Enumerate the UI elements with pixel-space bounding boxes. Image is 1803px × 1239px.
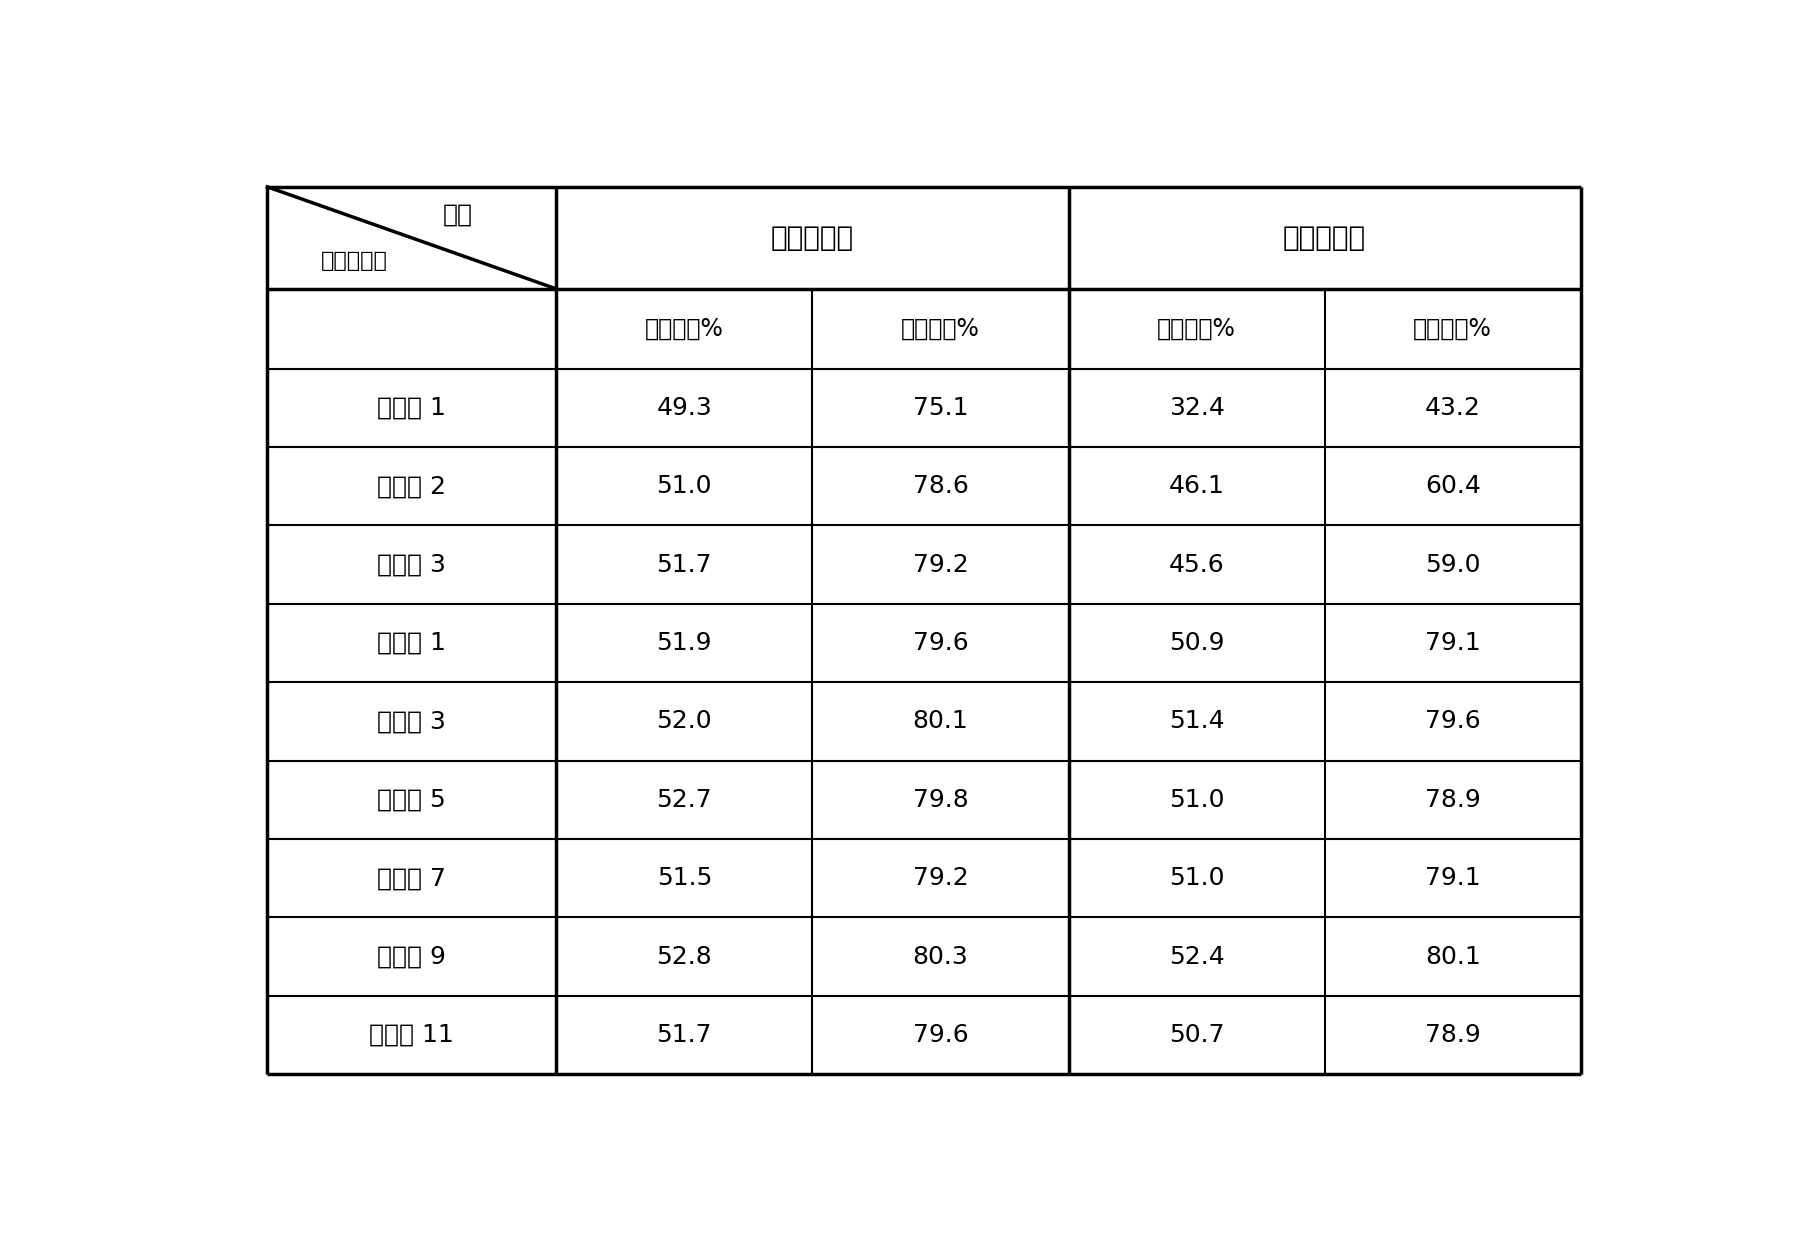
Text: 52.0: 52.0 <box>656 710 712 733</box>
Text: 比较例 1: 比较例 1 <box>377 396 445 420</box>
Text: 51.0: 51.0 <box>1168 788 1224 812</box>
Text: 51.7: 51.7 <box>656 1023 712 1047</box>
Text: 质量收率%: 质量收率% <box>1158 317 1237 341</box>
Text: 51.0: 51.0 <box>656 475 712 498</box>
Text: 79.1: 79.1 <box>1424 631 1480 655</box>
Text: 78.9: 78.9 <box>1424 788 1480 812</box>
Text: 比较例 3: 比较例 3 <box>377 553 445 576</box>
Text: 实施例 7: 实施例 7 <box>377 866 445 890</box>
Text: 80.3: 80.3 <box>912 944 968 969</box>
Text: 摩尔收率%: 摩尔收率% <box>1414 317 1493 341</box>
Text: 80.1: 80.1 <box>912 710 968 733</box>
Text: 项目: 项目 <box>444 202 472 227</box>
Text: 51.4: 51.4 <box>1168 710 1224 733</box>
Text: 50.9: 50.9 <box>1168 631 1224 655</box>
Text: 80.1: 80.1 <box>1424 944 1480 969</box>
Text: 实施例 3: 实施例 3 <box>377 710 445 733</box>
Text: 75.1: 75.1 <box>912 396 968 420</box>
Text: 51.9: 51.9 <box>656 631 712 655</box>
Text: 52.8: 52.8 <box>656 944 712 969</box>
Text: 第一次使用: 第一次使用 <box>772 224 855 252</box>
Text: 49.3: 49.3 <box>656 396 712 420</box>
Text: 50.7: 50.7 <box>1168 1023 1224 1047</box>
Text: 60.4: 60.4 <box>1424 475 1480 498</box>
Text: 51.5: 51.5 <box>656 866 712 890</box>
Text: 质量收率%: 质量收率% <box>645 317 723 341</box>
Text: 79.6: 79.6 <box>912 1023 968 1047</box>
Text: 第二次使用: 第二次使用 <box>1284 224 1367 252</box>
Text: 79.6: 79.6 <box>912 631 968 655</box>
Text: 45.6: 45.6 <box>1168 553 1224 576</box>
Text: 实施例 1: 实施例 1 <box>377 631 445 655</box>
Text: 79.6: 79.6 <box>1424 710 1480 733</box>
Text: 32.4: 32.4 <box>1168 396 1224 420</box>
Text: 78.9: 78.9 <box>1424 1023 1480 1047</box>
Text: 46.1: 46.1 <box>1168 475 1224 498</box>
Text: 52.7: 52.7 <box>656 788 712 812</box>
Text: 比较例 2: 比较例 2 <box>377 475 447 498</box>
Text: 59.0: 59.0 <box>1424 553 1480 576</box>
Text: 实施例 5: 实施例 5 <box>377 788 445 812</box>
Text: 79.1: 79.1 <box>1424 866 1480 890</box>
Text: 催化剑样品: 催化剑样品 <box>321 252 388 271</box>
Text: 摩尔收率%: 摩尔收率% <box>902 317 979 341</box>
Text: 52.4: 52.4 <box>1168 944 1224 969</box>
Text: 79.2: 79.2 <box>912 553 968 576</box>
Text: 43.2: 43.2 <box>1424 396 1480 420</box>
Text: 79.2: 79.2 <box>912 866 968 890</box>
Text: 实施例 11: 实施例 11 <box>370 1023 454 1047</box>
Text: 51.0: 51.0 <box>1168 866 1224 890</box>
Text: 79.8: 79.8 <box>912 788 968 812</box>
Text: 51.7: 51.7 <box>656 553 712 576</box>
Text: 78.6: 78.6 <box>912 475 968 498</box>
Text: 实施例 9: 实施例 9 <box>377 944 445 969</box>
